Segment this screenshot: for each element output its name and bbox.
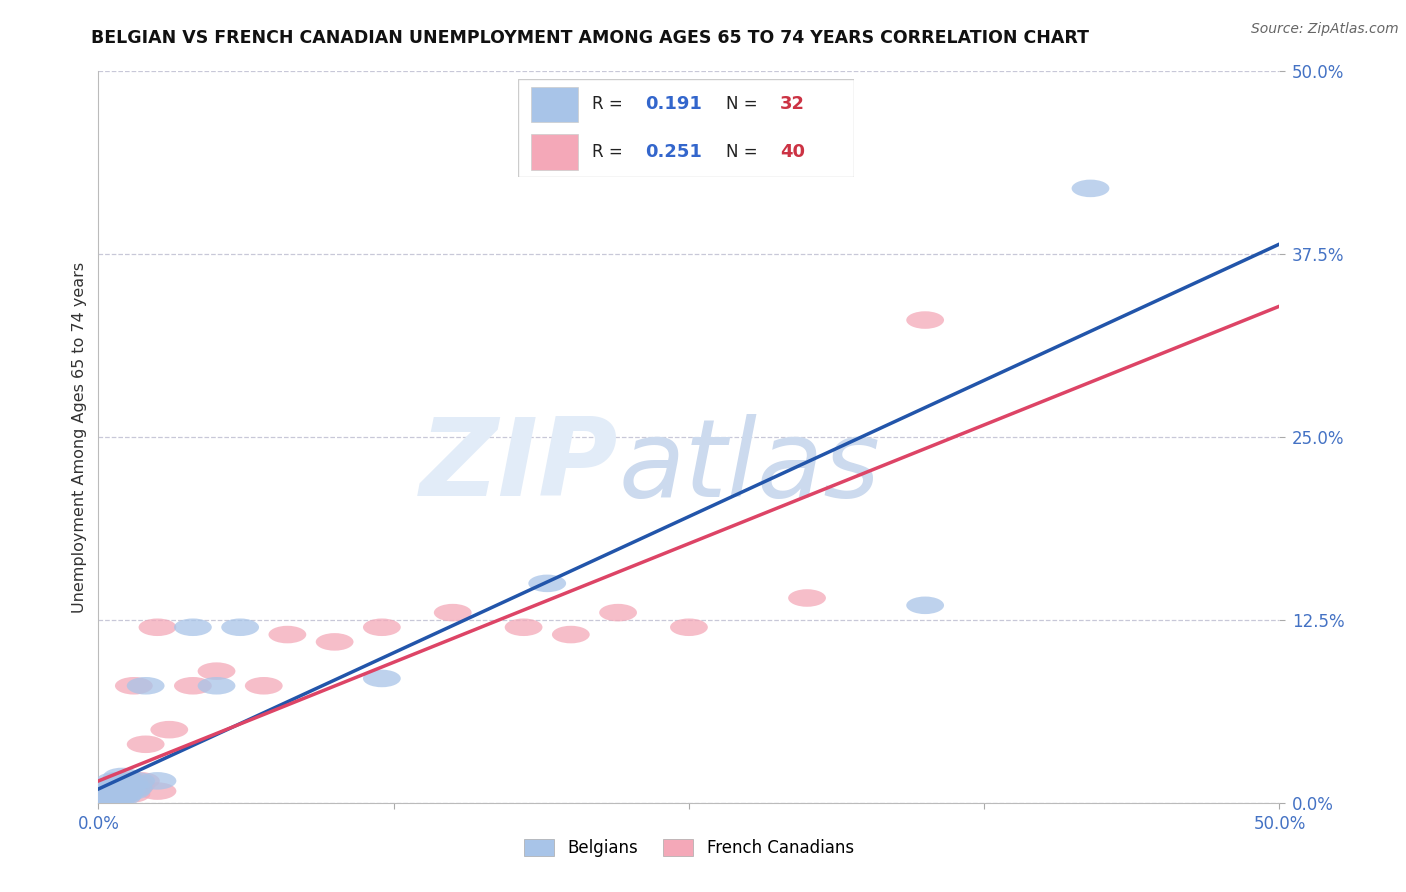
- Ellipse shape: [101, 772, 139, 789]
- Ellipse shape: [174, 677, 212, 695]
- Ellipse shape: [112, 785, 150, 803]
- Ellipse shape: [105, 785, 143, 803]
- Ellipse shape: [789, 590, 825, 607]
- Text: Source: ZipAtlas.com: Source: ZipAtlas.com: [1251, 22, 1399, 37]
- Ellipse shape: [89, 789, 127, 807]
- Ellipse shape: [91, 780, 129, 797]
- Ellipse shape: [221, 618, 259, 636]
- Ellipse shape: [110, 773, 148, 791]
- Ellipse shape: [316, 633, 353, 650]
- Ellipse shape: [150, 721, 188, 739]
- Ellipse shape: [91, 780, 129, 797]
- Ellipse shape: [122, 772, 160, 789]
- Ellipse shape: [117, 772, 155, 789]
- Ellipse shape: [434, 604, 471, 622]
- Ellipse shape: [127, 736, 165, 753]
- Ellipse shape: [127, 677, 165, 695]
- Legend: Belgians, French Canadians: Belgians, French Canadians: [517, 832, 860, 864]
- Ellipse shape: [96, 772, 134, 789]
- Y-axis label: Unemployment Among Ages 65 to 74 years: Unemployment Among Ages 65 to 74 years: [72, 261, 87, 613]
- Ellipse shape: [96, 782, 134, 800]
- Ellipse shape: [363, 670, 401, 687]
- Ellipse shape: [84, 789, 122, 807]
- Ellipse shape: [103, 776, 141, 794]
- Ellipse shape: [1071, 179, 1109, 197]
- Ellipse shape: [139, 618, 176, 636]
- Ellipse shape: [94, 780, 132, 797]
- Ellipse shape: [907, 597, 943, 614]
- Ellipse shape: [96, 776, 134, 794]
- Ellipse shape: [108, 780, 146, 797]
- Ellipse shape: [108, 780, 146, 797]
- Ellipse shape: [198, 677, 235, 695]
- Ellipse shape: [103, 768, 141, 785]
- Ellipse shape: [91, 789, 129, 805]
- Ellipse shape: [505, 618, 543, 636]
- Ellipse shape: [101, 787, 139, 805]
- Ellipse shape: [103, 789, 141, 805]
- Ellipse shape: [174, 618, 212, 636]
- Ellipse shape: [198, 663, 235, 680]
- Ellipse shape: [139, 772, 176, 789]
- Ellipse shape: [115, 780, 153, 797]
- Ellipse shape: [103, 785, 141, 803]
- Ellipse shape: [94, 785, 132, 803]
- Ellipse shape: [553, 626, 589, 643]
- Ellipse shape: [117, 776, 155, 794]
- Ellipse shape: [91, 787, 129, 805]
- Ellipse shape: [112, 782, 150, 800]
- Ellipse shape: [907, 311, 943, 329]
- Ellipse shape: [599, 604, 637, 622]
- Text: atlas: atlas: [619, 414, 880, 519]
- Ellipse shape: [89, 785, 127, 803]
- Ellipse shape: [269, 626, 307, 643]
- Ellipse shape: [98, 789, 136, 807]
- Ellipse shape: [101, 780, 139, 797]
- Ellipse shape: [89, 782, 127, 800]
- Ellipse shape: [98, 784, 136, 801]
- Ellipse shape: [103, 782, 141, 800]
- Ellipse shape: [363, 618, 401, 636]
- Ellipse shape: [84, 791, 122, 809]
- Ellipse shape: [245, 677, 283, 695]
- Ellipse shape: [101, 782, 139, 800]
- Ellipse shape: [98, 780, 136, 797]
- Ellipse shape: [105, 782, 143, 800]
- Ellipse shape: [671, 618, 707, 636]
- Ellipse shape: [87, 787, 124, 805]
- Ellipse shape: [94, 776, 132, 794]
- Ellipse shape: [110, 772, 148, 789]
- Ellipse shape: [115, 677, 153, 695]
- Ellipse shape: [139, 782, 176, 800]
- Ellipse shape: [96, 785, 134, 803]
- Text: BELGIAN VS FRENCH CANADIAN UNEMPLOYMENT AMONG AGES 65 TO 74 YEARS CORRELATION CH: BELGIAN VS FRENCH CANADIAN UNEMPLOYMENT …: [91, 29, 1090, 46]
- Ellipse shape: [87, 789, 124, 805]
- Ellipse shape: [529, 574, 567, 592]
- Ellipse shape: [98, 787, 136, 805]
- Ellipse shape: [94, 789, 132, 805]
- Ellipse shape: [115, 780, 153, 797]
- Text: ZIP: ZIP: [420, 413, 619, 519]
